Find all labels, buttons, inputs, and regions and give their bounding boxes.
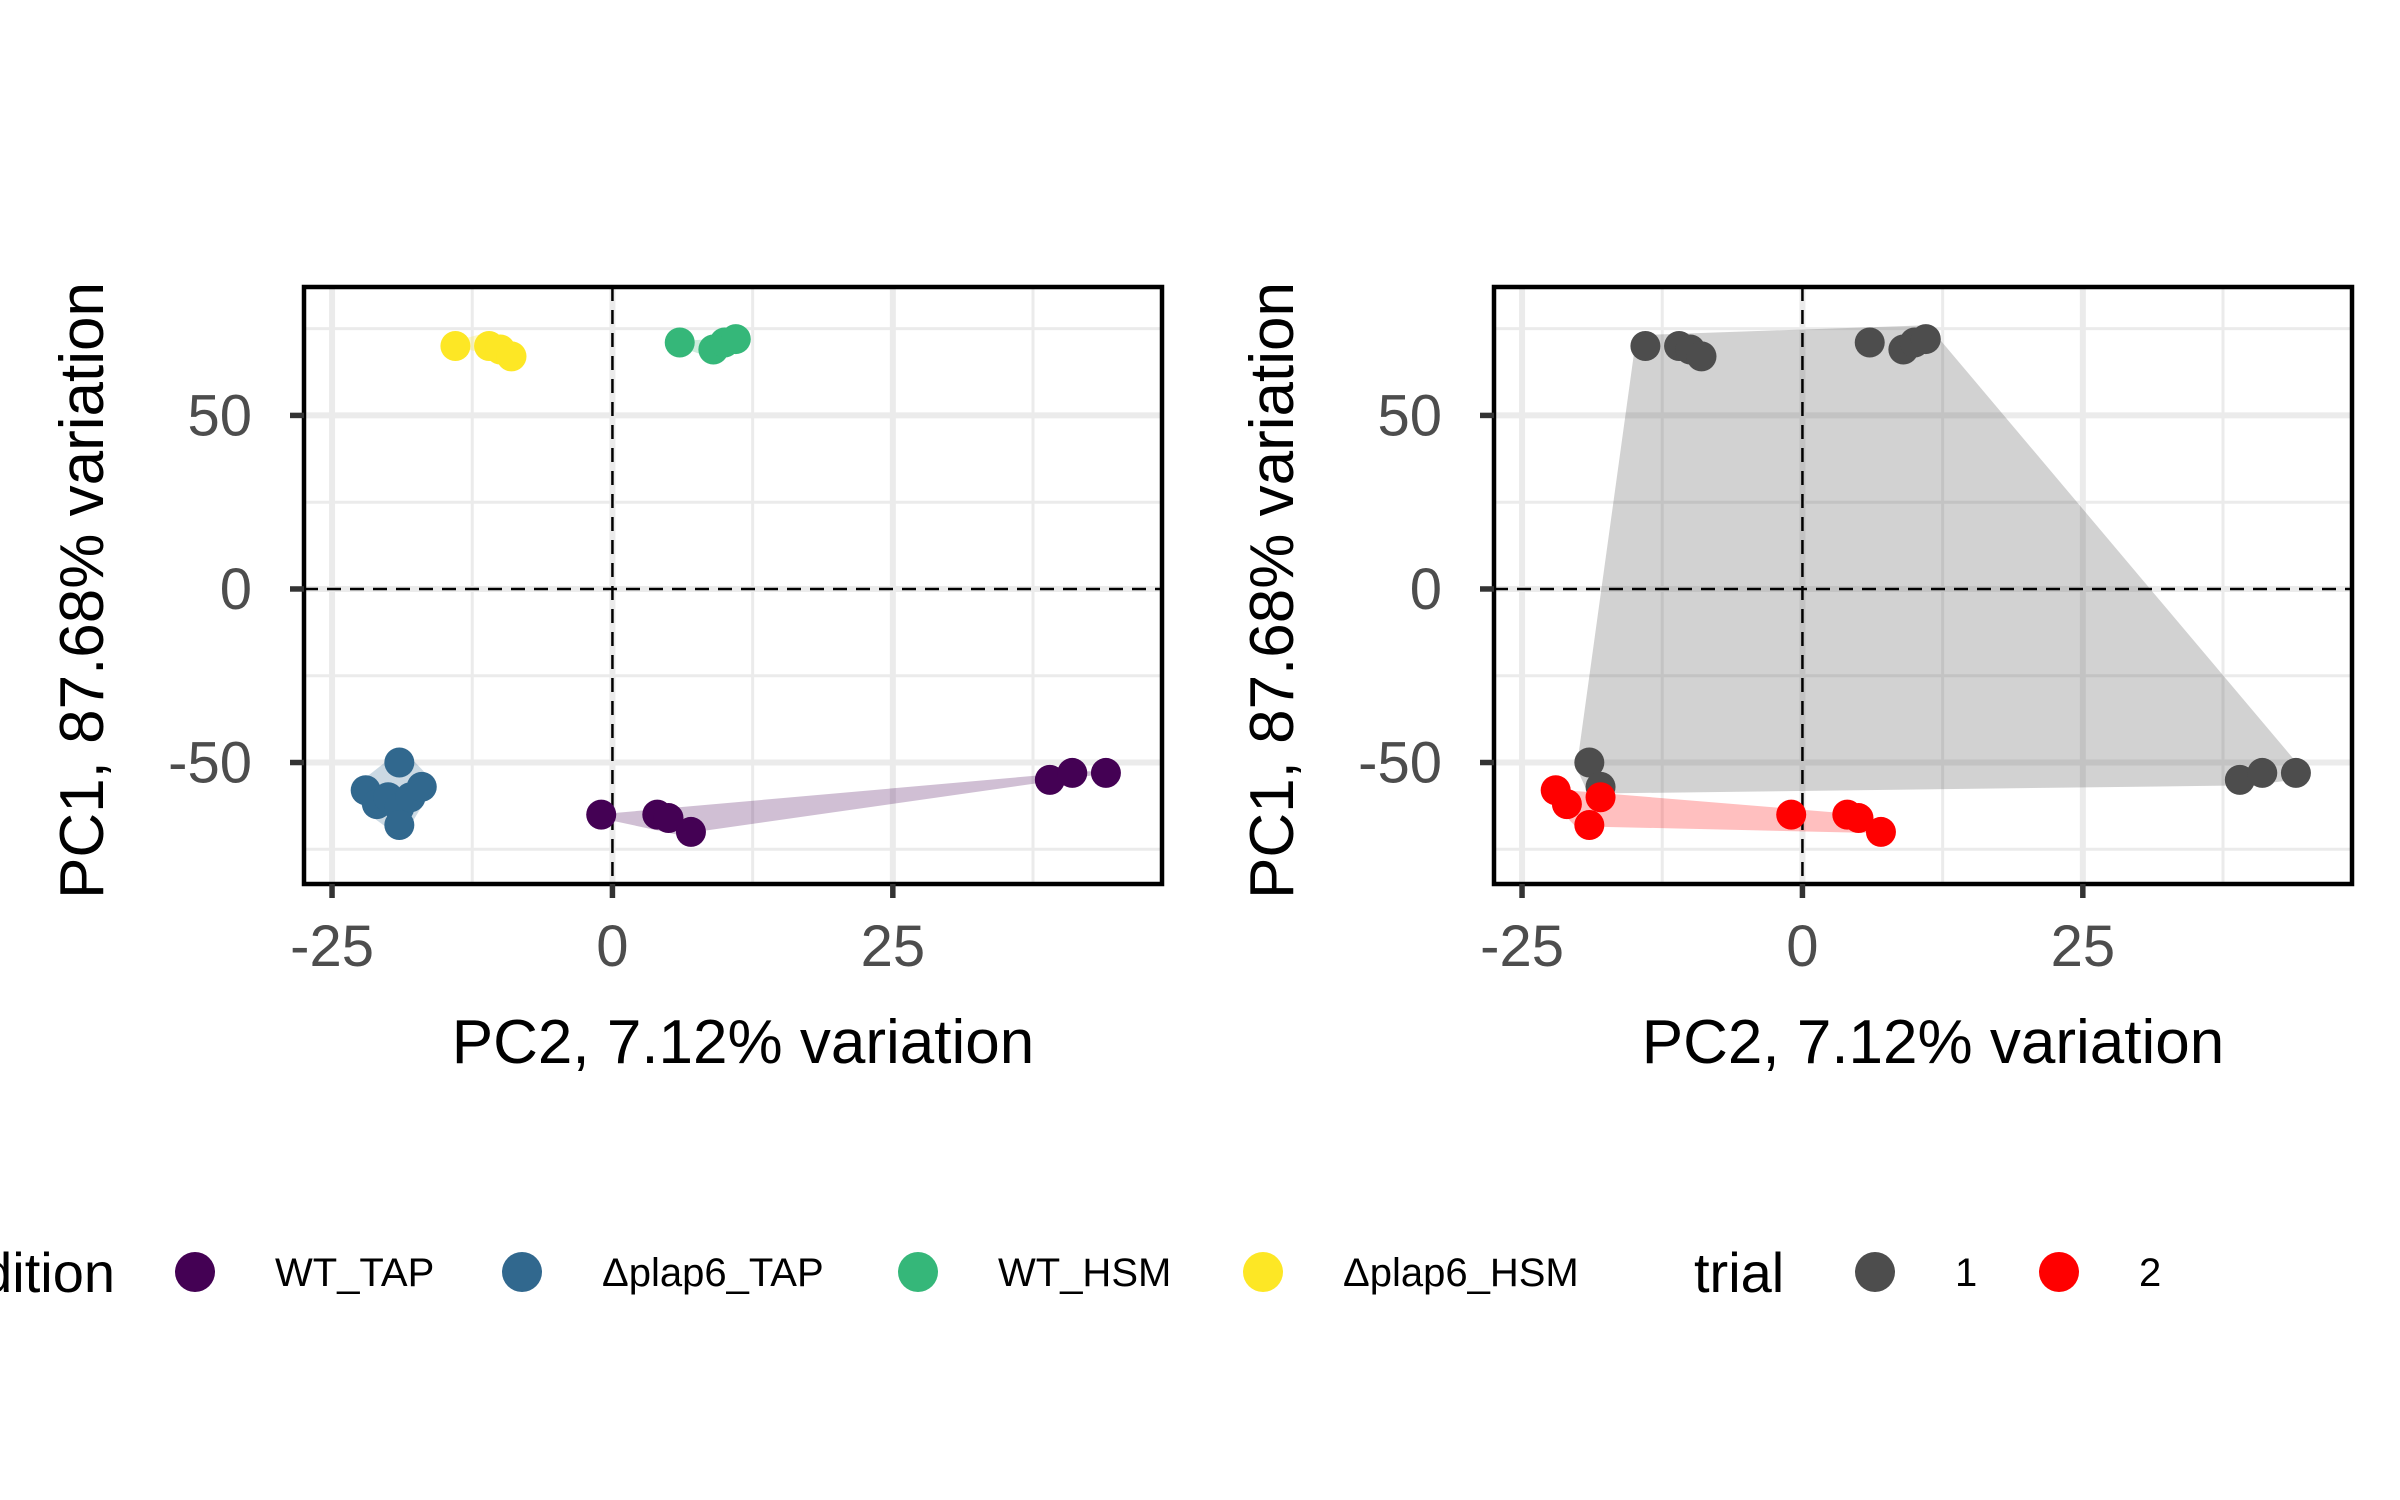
data-point-condition-WT_TAP <box>1090 757 1121 788</box>
hull-1 <box>1541 788 1895 834</box>
data-point-trial-1 <box>1854 327 1885 358</box>
y-tick-label: 0 <box>1410 557 1442 622</box>
data-point-condition-Δplap6_TAP <box>384 809 415 840</box>
data-point-trial-1 <box>1574 747 1605 778</box>
x-axis-title: PC2, 7.12% variation <box>1642 1008 2224 1077</box>
legend-label: WT_TAP <box>275 1251 434 1295</box>
points <box>1540 324 2311 847</box>
x-tick-label: 0 <box>1786 914 1818 979</box>
legend: condition WT_TAP Δplap6_TAP WT_HSM Δplap6_HS… <box>0 1241 2161 1304</box>
legend-key-1 <box>1855 1252 1895 1292</box>
y-tick-label: -50 <box>168 731 252 796</box>
y-tick-label: 50 <box>1377 383 1442 448</box>
data-point-trial-2 <box>1574 809 1605 840</box>
x-tick-label: -25 <box>1480 914 1564 979</box>
legend-label: 2 <box>2139 1251 2161 1295</box>
data-point-trial-2 <box>1843 803 1874 834</box>
data-point-trial-1 <box>1686 341 1717 372</box>
data-point-condition-WT_HSM <box>720 324 751 355</box>
panel-border <box>1491 284 2355 887</box>
legend-label: 1 <box>1955 1251 1977 1295</box>
y-axis-title: PC1, 87.68% variation <box>48 282 117 899</box>
data-point-condition-WT_TAP <box>653 803 684 834</box>
data-point-trial-1 <box>1630 331 1661 362</box>
panel-border <box>301 284 1165 887</box>
data-point-condition-WT_HSM <box>664 327 695 358</box>
legend-key-2 <box>2039 1252 2079 1292</box>
data-point-condition-WT_TAP <box>586 799 617 830</box>
pca-panel-trial: -25 0 25 -50 0 50 PC2, 7.12% variation PC1, 87.… <box>1238 282 2355 1077</box>
data-point-condition-WT_TAP <box>675 816 706 847</box>
legend-label: WT_HSM <box>998 1251 1171 1295</box>
points <box>350 324 1121 847</box>
x-tick-label: 0 <box>596 914 628 979</box>
data-point-trial-2 <box>1776 799 1807 830</box>
data-point-trial-1 <box>2247 757 2278 788</box>
data-point-trial-2 <box>1551 789 1582 820</box>
data-point-condition-Δplap6_TAP <box>384 747 415 778</box>
legend-key-WT_HSM <box>898 1252 938 1292</box>
x-axis-title: PC2, 7.12% variation <box>452 1008 1034 1077</box>
data-point-condition-WT_TAP <box>1057 757 1088 788</box>
data-point-trial-1 <box>1910 324 1941 355</box>
legend-title-trial: trial <box>1694 1241 1784 1304</box>
y-axis-title: PC1, 87.68% variation <box>1238 282 1307 899</box>
y-tick-label: 0 <box>220 557 252 622</box>
legend-label: Δplap6_TAP <box>602 1251 824 1295</box>
hull-0 <box>587 771 1120 835</box>
y-tick-label: -50 <box>1358 731 1442 796</box>
hulls <box>1541 325 2310 834</box>
data-point-condition-Δplap6_HSM <box>496 341 527 372</box>
data-point-trial-2 <box>1865 816 1896 847</box>
data-point-trial-1 <box>2280 757 2311 788</box>
legend-key-Δplap6_TAP <box>502 1252 542 1292</box>
x-tick-label: 25 <box>2051 914 2116 979</box>
x-tick-label: -25 <box>290 914 374 979</box>
legend-label: Δplap6_HSM <box>1343 1251 1579 1295</box>
data-point-condition-Δplap6_HSM <box>440 331 471 362</box>
y-tick-label: 50 <box>187 383 252 448</box>
pca-panel-condition: -25 0 25 -50 0 50 PC2, 7.12% variation PC1, 87.… <box>48 282 1165 1077</box>
legend-key-WT_TAP <box>175 1252 215 1292</box>
x-tick-label: 25 <box>861 914 926 979</box>
data-point-condition-Δplap6_TAP <box>406 771 437 802</box>
data-point-trial-2 <box>1585 782 1616 813</box>
hull-0 <box>1576 325 2310 794</box>
legend-key-Δplap6_HSM <box>1243 1252 1283 1292</box>
legend-title-condition: condition <box>0 1241 115 1304</box>
